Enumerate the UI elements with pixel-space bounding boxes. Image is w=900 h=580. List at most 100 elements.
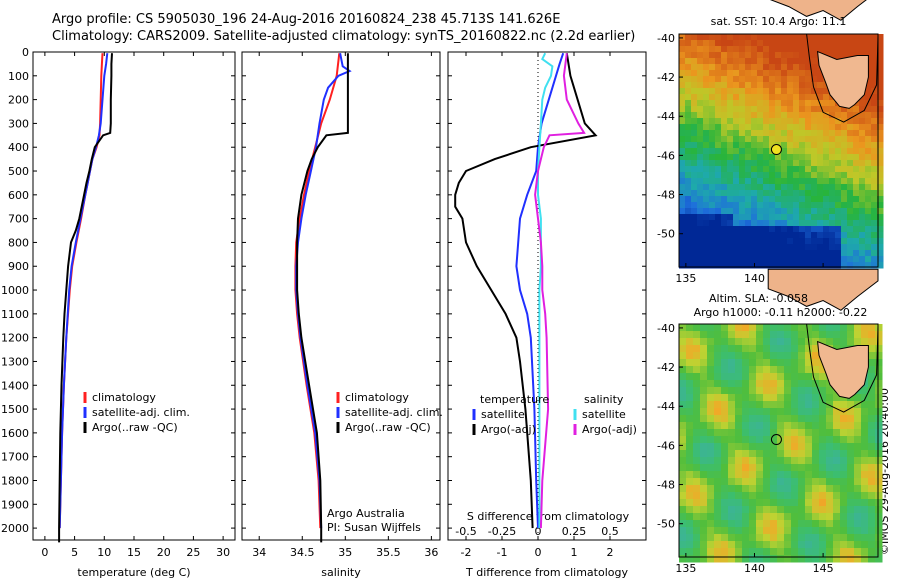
map-cell — [709, 184, 716, 191]
series-line-argorawqc — [296, 53, 349, 543]
map-cell — [833, 471, 841, 479]
map-cell — [817, 130, 824, 137]
map-cell — [859, 232, 866, 239]
map-cell — [751, 100, 758, 107]
map-cell — [721, 52, 728, 59]
map-cell — [793, 256, 800, 263]
map-cell — [751, 238, 758, 245]
map-cell — [691, 160, 698, 167]
map-cell — [733, 154, 740, 161]
map-cell — [721, 136, 728, 143]
map-cell — [679, 359, 687, 367]
map-cell — [840, 415, 848, 423]
x-tick-label: 34 — [252, 546, 266, 559]
map-cell — [763, 34, 770, 41]
map-cell — [812, 345, 820, 353]
map-cell — [756, 534, 764, 542]
map-cell — [877, 244, 884, 251]
map-cell — [805, 506, 813, 514]
map-cell — [733, 148, 740, 155]
map-cell — [756, 527, 764, 535]
map-cell — [742, 415, 750, 423]
map-cell — [751, 190, 758, 197]
map-y-tick-label: -44 — [657, 110, 675, 123]
map-cell — [868, 513, 876, 521]
map-cell — [707, 408, 715, 416]
map-cell — [693, 387, 701, 395]
map-cell — [709, 238, 716, 245]
map-cell — [847, 324, 855, 332]
map-cell — [697, 232, 704, 239]
map-cell — [817, 226, 824, 233]
map-cell — [769, 196, 776, 203]
map-cell — [727, 148, 734, 155]
map-cell — [756, 387, 764, 395]
map-cell — [733, 196, 740, 203]
map-cell — [721, 401, 729, 409]
map-cell — [733, 232, 740, 239]
map-cell — [703, 226, 710, 233]
map-cell — [799, 106, 806, 113]
map-cell — [877, 142, 884, 149]
depth-tick-label: 400 — [8, 141, 29, 154]
map-cell — [751, 76, 758, 83]
map-cell — [817, 100, 824, 107]
x-tick-label: 25 — [186, 546, 200, 559]
map-cell — [805, 76, 812, 83]
map-cell — [727, 232, 734, 239]
map-cell — [799, 202, 806, 209]
map-cell — [721, 380, 729, 388]
map-cell — [707, 464, 715, 472]
map-cell — [835, 52, 842, 59]
map-cell — [700, 366, 708, 374]
map-cell — [847, 499, 855, 507]
map-cell — [693, 352, 701, 360]
map-cell — [861, 408, 869, 416]
map-cell — [709, 250, 716, 257]
map-cell — [756, 394, 764, 402]
map-cell — [859, 142, 866, 149]
map-cell — [835, 196, 842, 203]
series-line-satelliteadjclim — [58, 53, 109, 529]
map-cell — [697, 160, 704, 167]
map-cell — [781, 142, 788, 149]
map-cell — [733, 70, 740, 77]
map-cell — [781, 106, 788, 113]
map-cell — [793, 112, 800, 119]
map-cell — [812, 520, 820, 528]
map-cell — [770, 443, 778, 451]
map-cell — [751, 172, 758, 179]
map-cell — [763, 190, 770, 197]
map-cell — [733, 172, 740, 179]
map-cell — [861, 548, 869, 556]
map-cell — [861, 324, 869, 332]
map-cell — [865, 112, 872, 119]
map-cell — [781, 166, 788, 173]
profile-panel-frame-3 — [447, 51, 647, 541]
map-cell — [703, 232, 710, 239]
map-cell — [865, 220, 872, 227]
map-cell — [757, 142, 764, 149]
map-cell — [787, 250, 794, 257]
map-cell — [875, 548, 883, 556]
map-cell — [700, 506, 708, 514]
map-cell — [835, 160, 842, 167]
map-cell — [861, 471, 869, 479]
map-cell — [871, 136, 878, 143]
map-cell — [819, 331, 827, 339]
map-cell — [727, 142, 734, 149]
map-cell — [679, 106, 686, 113]
map-cell — [868, 506, 876, 514]
map-cell — [709, 46, 716, 53]
map-cell — [865, 46, 872, 53]
map-cell — [769, 34, 776, 41]
map-cell — [777, 443, 785, 451]
map-cell — [686, 541, 694, 549]
map-cell — [793, 76, 800, 83]
map-cell — [715, 184, 722, 191]
map-cell — [811, 112, 818, 119]
map-cell — [756, 324, 764, 332]
map-cell — [865, 226, 872, 233]
map-cell — [679, 172, 686, 179]
map-cell — [793, 34, 800, 41]
